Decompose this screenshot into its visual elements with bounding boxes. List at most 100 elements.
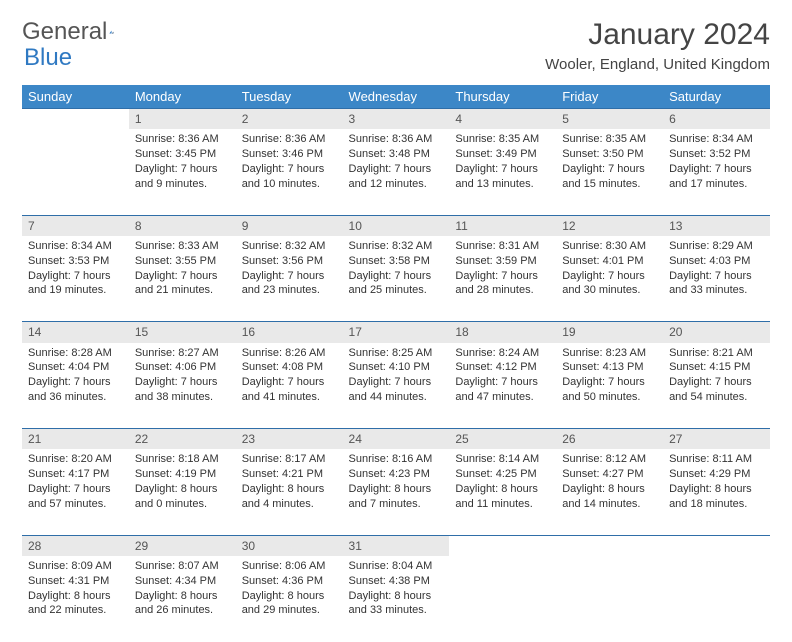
sunset-text: Sunset: 4:34 PM [135, 574, 230, 589]
day-number-cell: 2 [236, 109, 343, 130]
day-number-cell: 10 [343, 215, 450, 236]
day-content-cell: Sunrise: 8:36 AMSunset: 3:46 PMDaylight:… [236, 129, 343, 215]
sunrise-text: Sunrise: 8:34 AM [669, 132, 764, 147]
daylight-text: Daylight: 7 hours and 13 minutes. [455, 162, 550, 192]
day-content-cell: Sunrise: 8:23 AMSunset: 4:13 PMDaylight:… [556, 343, 663, 429]
day-content-cell: Sunrise: 8:16 AMSunset: 4:23 PMDaylight:… [343, 449, 450, 535]
day-content-cell: Sunrise: 8:17 AMSunset: 4:21 PMDaylight:… [236, 449, 343, 535]
day-content-cell: Sunrise: 8:18 AMSunset: 4:19 PMDaylight:… [129, 449, 236, 535]
sunset-text: Sunset: 3:55 PM [135, 254, 230, 269]
day-content-row: Sunrise: 8:09 AMSunset: 4:31 PMDaylight:… [22, 556, 770, 642]
sunrise-text: Sunrise: 8:06 AM [242, 559, 337, 574]
daylight-text: Daylight: 8 hours and 29 minutes. [242, 589, 337, 619]
sunset-text: Sunset: 4:04 PM [28, 360, 123, 375]
sunset-text: Sunset: 3:53 PM [28, 254, 123, 269]
weekday-header: Saturday [663, 85, 770, 109]
sunrise-text: Sunrise: 8:30 AM [562, 239, 657, 254]
day-content-cell: Sunrise: 8:21 AMSunset: 4:15 PMDaylight:… [663, 343, 770, 429]
day-content-row: Sunrise: 8:36 AMSunset: 3:45 PMDaylight:… [22, 129, 770, 215]
sunset-text: Sunset: 3:52 PM [669, 147, 764, 162]
day-content-cell: Sunrise: 8:31 AMSunset: 3:59 PMDaylight:… [449, 236, 556, 322]
day-content-cell [663, 556, 770, 642]
day-content-cell: Sunrise: 8:33 AMSunset: 3:55 PMDaylight:… [129, 236, 236, 322]
day-content-cell: Sunrise: 8:35 AMSunset: 3:50 PMDaylight:… [556, 129, 663, 215]
sunrise-text: Sunrise: 8:12 AM [562, 452, 657, 467]
day-content-cell: Sunrise: 8:34 AMSunset: 3:52 PMDaylight:… [663, 129, 770, 215]
sunrise-text: Sunrise: 8:17 AM [242, 452, 337, 467]
weekday-header: Tuesday [236, 85, 343, 109]
sunset-text: Sunset: 3:50 PM [562, 147, 657, 162]
sunset-text: Sunset: 4:01 PM [562, 254, 657, 269]
calendar-body: 123456Sunrise: 8:36 AMSunset: 3:45 PMDay… [22, 109, 770, 642]
sunrise-text: Sunrise: 8:32 AM [349, 239, 444, 254]
sunset-text: Sunset: 4:15 PM [669, 360, 764, 375]
day-number-cell: 11 [449, 215, 556, 236]
daylight-text: Daylight: 7 hours and 9 minutes. [135, 162, 230, 192]
sunset-text: Sunset: 4:23 PM [349, 467, 444, 482]
sunrise-text: Sunrise: 8:27 AM [135, 346, 230, 361]
day-content-cell: Sunrise: 8:30 AMSunset: 4:01 PMDaylight:… [556, 236, 663, 322]
sunset-text: Sunset: 4:13 PM [562, 360, 657, 375]
sunrise-text: Sunrise: 8:24 AM [455, 346, 550, 361]
sunset-text: Sunset: 3:56 PM [242, 254, 337, 269]
sunset-text: Sunset: 3:46 PM [242, 147, 337, 162]
day-number-row: 14151617181920 [22, 322, 770, 343]
sunset-text: Sunset: 4:08 PM [242, 360, 337, 375]
day-content-cell: Sunrise: 8:35 AMSunset: 3:49 PMDaylight:… [449, 129, 556, 215]
day-number-row: 28293031 [22, 535, 770, 556]
day-content-cell: Sunrise: 8:28 AMSunset: 4:04 PMDaylight:… [22, 343, 129, 429]
day-content-cell: Sunrise: 8:34 AMSunset: 3:53 PMDaylight:… [22, 236, 129, 322]
day-content-cell: Sunrise: 8:04 AMSunset: 4:38 PMDaylight:… [343, 556, 450, 642]
sunrise-text: Sunrise: 8:14 AM [455, 452, 550, 467]
logo: General [22, 18, 137, 46]
logo-text-2: Blue [24, 44, 72, 71]
daylight-text: Daylight: 8 hours and 18 minutes. [669, 482, 764, 512]
sunset-text: Sunset: 3:49 PM [455, 147, 550, 162]
daylight-text: Daylight: 7 hours and 17 minutes. [669, 162, 764, 192]
daylight-text: Daylight: 7 hours and 47 minutes. [455, 375, 550, 405]
day-content-cell: Sunrise: 8:09 AMSunset: 4:31 PMDaylight:… [22, 556, 129, 642]
sunset-text: Sunset: 4:17 PM [28, 467, 123, 482]
day-number-cell: 3 [343, 109, 450, 130]
day-number-cell: 23 [236, 429, 343, 450]
day-content-cell: Sunrise: 8:36 AMSunset: 3:48 PMDaylight:… [343, 129, 450, 215]
sunset-text: Sunset: 4:36 PM [242, 574, 337, 589]
sunset-text: Sunset: 4:12 PM [455, 360, 550, 375]
sunrise-text: Sunrise: 8:35 AM [562, 132, 657, 147]
day-content-cell: Sunrise: 8:06 AMSunset: 4:36 PMDaylight:… [236, 556, 343, 642]
sail-icon [109, 22, 114, 42]
sunset-text: Sunset: 4:38 PM [349, 574, 444, 589]
day-number-cell: 20 [663, 322, 770, 343]
daylight-text: Daylight: 7 hours and 41 minutes. [242, 375, 337, 405]
sunrise-text: Sunrise: 8:04 AM [349, 559, 444, 574]
daylight-text: Daylight: 7 hours and 10 minutes. [242, 162, 337, 192]
sunrise-text: Sunrise: 8:29 AM [669, 239, 764, 254]
sunrise-text: Sunrise: 8:36 AM [349, 132, 444, 147]
daylight-text: Daylight: 8 hours and 22 minutes. [28, 589, 123, 619]
day-number-cell: 30 [236, 535, 343, 556]
sunrise-text: Sunrise: 8:33 AM [135, 239, 230, 254]
day-content-cell: Sunrise: 8:32 AMSunset: 3:58 PMDaylight:… [343, 236, 450, 322]
daylight-text: Daylight: 7 hours and 28 minutes. [455, 269, 550, 299]
daylight-text: Daylight: 7 hours and 30 minutes. [562, 269, 657, 299]
day-number-cell: 17 [343, 322, 450, 343]
day-number-cell: 9 [236, 215, 343, 236]
weekday-row: SundayMondayTuesdayWednesdayThursdayFrid… [22, 85, 770, 109]
sunrise-text: Sunrise: 8:34 AM [28, 239, 123, 254]
weekday-header: Sunday [22, 85, 129, 109]
sunset-text: Sunset: 4:25 PM [455, 467, 550, 482]
day-number-cell [663, 535, 770, 556]
daylight-text: Daylight: 7 hours and 19 minutes. [28, 269, 123, 299]
sunset-text: Sunset: 4:03 PM [669, 254, 764, 269]
daylight-text: Daylight: 7 hours and 57 minutes. [28, 482, 123, 512]
day-content-cell: Sunrise: 8:25 AMSunset: 4:10 PMDaylight:… [343, 343, 450, 429]
daylight-text: Daylight: 7 hours and 33 minutes. [669, 269, 764, 299]
sunset-text: Sunset: 4:27 PM [562, 467, 657, 482]
sunrise-text: Sunrise: 8:28 AM [28, 346, 123, 361]
sunset-text: Sunset: 4:31 PM [28, 574, 123, 589]
day-number-cell: 26 [556, 429, 663, 450]
daylight-text: Daylight: 8 hours and 7 minutes. [349, 482, 444, 512]
daylight-text: Daylight: 8 hours and 33 minutes. [349, 589, 444, 619]
day-number-cell: 27 [663, 429, 770, 450]
day-content-cell: Sunrise: 8:11 AMSunset: 4:29 PMDaylight:… [663, 449, 770, 535]
